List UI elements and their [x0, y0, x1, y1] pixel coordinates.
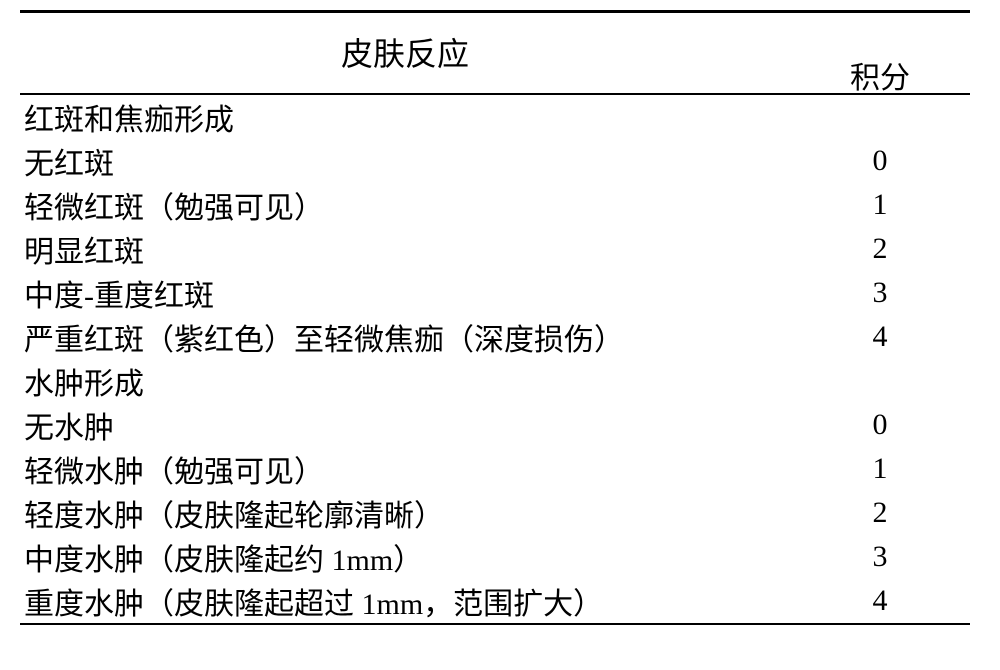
table-row: 中度-重度红斑 3 [20, 271, 970, 315]
row-score: 3 [790, 276, 970, 310]
row-score: 1 [790, 188, 970, 222]
row-label: 轻度水肿（皮肤隆起轮廓清晰） [20, 491, 790, 535]
row-score: 0 [790, 144, 970, 178]
table-row: 轻微水肿（勉强可见） 1 [20, 447, 970, 491]
row-label: 无水肿 [20, 403, 790, 447]
header-col-reaction: 皮肤反应 [20, 13, 790, 75]
row-score: 3 [790, 540, 970, 574]
table-row: 中度水肿（皮肤隆起约 1mm） 3 [20, 535, 970, 579]
row-label: 轻微红斑（勉强可见） [20, 183, 790, 227]
row-score: 4 [790, 584, 970, 618]
section-row-erythema: 红斑和焦痂形成 [20, 95, 970, 139]
header-col-score: 积分 [790, 13, 970, 97]
scoring-table: 皮肤反应 积分 红斑和焦痂形成 无红斑 0 轻微红斑（勉强可见） 1 明显红斑 … [0, 0, 1000, 635]
section-label: 水肿形成 [20, 359, 790, 403]
row-score: 1 [790, 452, 970, 486]
row-score: 4 [790, 320, 970, 354]
table-header-row: 皮肤反应 积分 [20, 13, 970, 93]
table-row: 轻度水肿（皮肤隆起轮廓清晰） 2 [20, 491, 970, 535]
section-label: 红斑和焦痂形成 [20, 95, 790, 139]
row-label: 轻微水肿（勉强可见） [20, 447, 790, 491]
row-score: 2 [790, 232, 970, 266]
row-label: 中度水肿（皮肤隆起约 1mm） [20, 535, 790, 579]
table-row: 无红斑 0 [20, 139, 970, 183]
row-label: 无红斑 [20, 139, 790, 183]
table-row: 重度水肿（皮肤隆起超过 1mm，范围扩大） 4 [20, 579, 970, 625]
section-row-edema: 水肿形成 [20, 359, 970, 403]
table-row: 无水肿 0 [20, 403, 970, 447]
row-label: 重度水肿（皮肤隆起超过 1mm，范围扩大） [20, 579, 790, 623]
table-row: 明显红斑 2 [20, 227, 970, 271]
row-score: 2 [790, 496, 970, 530]
row-label: 明显红斑 [20, 227, 790, 271]
table-row: 轻微红斑（勉强可见） 1 [20, 183, 970, 227]
header-label-reaction: 皮肤反应 [341, 36, 469, 72]
table-row: 严重红斑（紫红色）至轻微焦痂（深度损伤） 4 [20, 315, 970, 359]
row-label: 中度-重度红斑 [20, 271, 790, 315]
row-label: 严重红斑（紫红色）至轻微焦痂（深度损伤） [20, 315, 790, 359]
row-score: 0 [790, 408, 970, 442]
header-label-score: 积分 [850, 62, 910, 95]
